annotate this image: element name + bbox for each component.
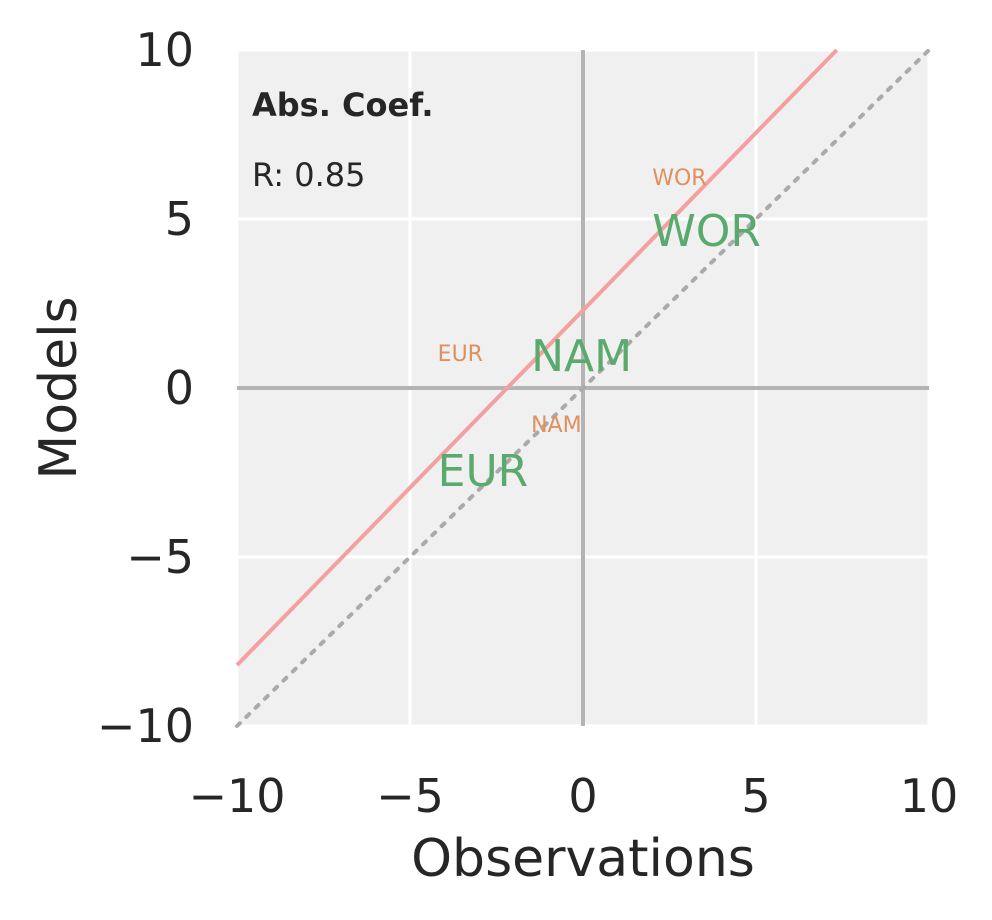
annotation-title: Abs. Coef. <box>252 86 434 124</box>
point-label-wor: WOR <box>652 206 761 257</box>
y-tick-label: 10 <box>135 23 194 77</box>
x-tick-label: 0 <box>568 769 597 823</box>
trend-lines <box>235 48 931 728</box>
fit-line <box>235 48 839 667</box>
y-tick-labels: −10 −5 0 5 10 <box>97 23 194 753</box>
y-tick-label: −10 <box>97 699 194 753</box>
point-label-nam: NAM <box>531 413 582 438</box>
x-tick-labels: −10 −5 0 5 10 <box>188 769 958 823</box>
y-tick-label: −5 <box>126 530 194 584</box>
x-tick-label: 10 <box>900 769 959 823</box>
y-tick-label: 0 <box>165 361 194 415</box>
point-label-wor: WOR <box>652 166 706 191</box>
point-label-nam: NAM <box>531 331 632 382</box>
x-axis-label: Observations <box>411 829 755 889</box>
x-tick-label: −10 <box>188 769 285 823</box>
x-tick-label: −5 <box>376 769 444 823</box>
x-tick-label: 5 <box>741 769 770 823</box>
identity-line <box>235 48 931 728</box>
annotation-stat: R: 0.85 <box>252 156 365 194</box>
y-tick-label: 5 <box>165 192 194 246</box>
point-label-eur: EUR <box>438 446 529 497</box>
point-label-eur: EUR <box>438 342 483 367</box>
y-axis-label: Models <box>29 296 89 479</box>
